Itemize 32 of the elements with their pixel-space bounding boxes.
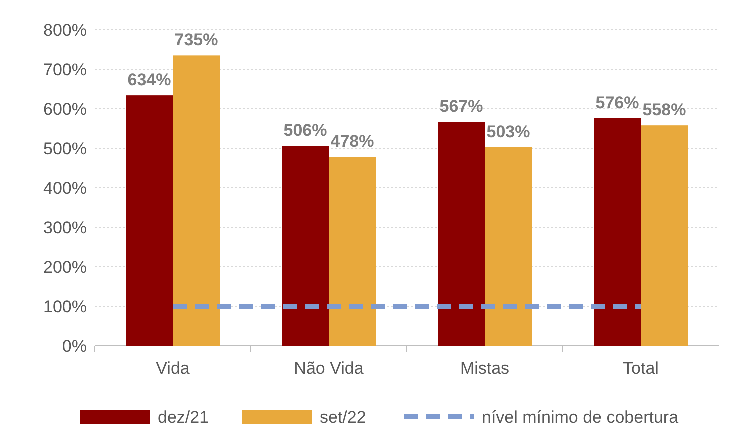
text: 558% <box>642 100 686 120</box>
y-tick-label: 200% <box>44 258 87 277</box>
bar <box>594 118 641 346</box>
text: 735% <box>174 30 218 50</box>
legend-label: nível mínimo de cobertura <box>482 408 680 427</box>
y-tick-label: 700% <box>44 60 87 80</box>
legend-label: dez/21 <box>158 408 210 427</box>
y-tick-label: 800% <box>44 20 87 40</box>
bar <box>173 56 220 346</box>
bar <box>329 157 376 346</box>
y-tick-label: 300% <box>44 218 87 238</box>
x-tick-label: Mistas <box>460 359 510 378</box>
text: 634% <box>128 70 172 90</box>
text: 576% <box>596 93 640 112</box>
text: 503% <box>486 122 530 142</box>
x-tick-label: Não Vida <box>294 359 364 378</box>
bar <box>641 126 688 346</box>
bar <box>485 147 532 346</box>
y-tick-label: 0% <box>62 336 87 356</box>
bar <box>126 96 173 346</box>
x-tick-label: Total <box>623 359 659 378</box>
text: 506% <box>284 121 328 140</box>
x-tick-label: Vida <box>156 359 190 378</box>
legend-label: set/22 <box>320 408 366 427</box>
bar <box>282 146 329 346</box>
y-tick-label: 400% <box>44 178 87 198</box>
y-tick-label: 100% <box>44 297 87 316</box>
bar <box>438 122 485 346</box>
y-tick-label: 500% <box>44 139 87 158</box>
text: 567% <box>440 97 484 116</box>
y-tick-label: 600% <box>44 100 87 119</box>
text: 478% <box>330 132 374 152</box>
